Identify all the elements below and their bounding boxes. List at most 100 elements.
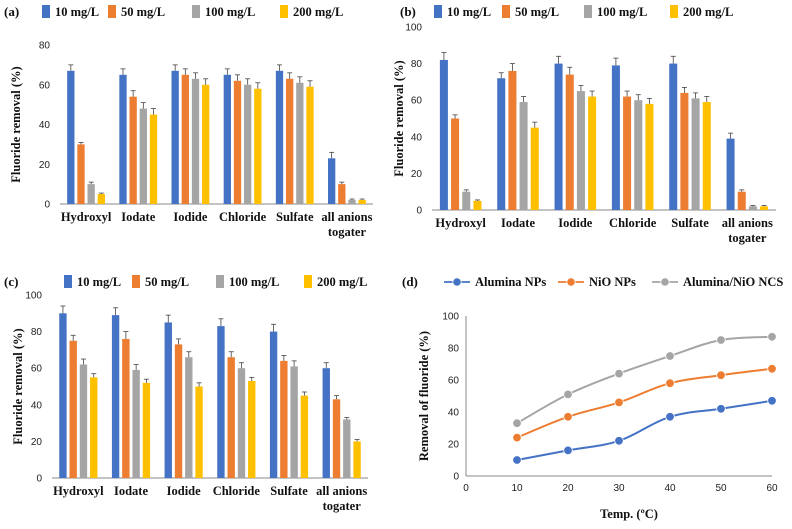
y-tick-label: 80 [448, 344, 460, 355]
bar-100-mg-l-3 [244, 84, 252, 204]
bar-10-mg-l-3 [611, 65, 620, 211]
y-tick-label: 60 [448, 376, 460, 387]
legend-label-1: 50 mg/L [515, 5, 559, 19]
legend-label-2: 100 mg/L [597, 5, 647, 19]
bar-100-mg-l-3 [634, 100, 643, 210]
bar-200-mg-l-1 [149, 114, 158, 204]
bar-10-mg-l-5 [322, 368, 330, 478]
panel-label: (a) [4, 4, 19, 19]
bar-100-mg-l-1 [519, 102, 528, 210]
y-tick-label: 20 [31, 437, 43, 448]
y-tick-label: 60 [31, 364, 43, 375]
x-category-label: Chloride [219, 210, 267, 224]
bar-10-mg-l-3 [223, 74, 231, 204]
legend-swatch-2 [584, 5, 592, 18]
data-point-nio-nps-5 [767, 364, 777, 374]
bar-100-mg-l-2 [191, 78, 200, 204]
y-tick-label: 20 [411, 169, 423, 180]
bar-10-mg-l-5 [328, 158, 336, 204]
bar-10-mg-l-2 [164, 322, 172, 478]
y-tick-label: 80 [31, 327, 43, 338]
bar-50-mg-l-2 [565, 74, 574, 210]
bar-200-mg-l-2 [202, 84, 210, 204]
y-axis-label: Fluoride removal (%) [392, 60, 406, 176]
y-tick-label: 40 [39, 120, 51, 131]
bar-200-mg-l-4 [702, 102, 711, 210]
data-point-nio-nps-3 [665, 378, 675, 388]
y-axis-label: Fluoride removal (%) [11, 328, 25, 444]
bar-200-mg-l-0 [97, 194, 105, 204]
x-tick-label: 0 [463, 483, 469, 494]
bar-10-mg-l-4 [269, 331, 278, 478]
y-tick-label: 0 [416, 206, 422, 217]
x-category-label: Iodate [114, 484, 148, 498]
bar-50-mg-l-1 [508, 70, 517, 210]
bar-100-mg-l-3 [237, 368, 246, 478]
legend-label-0: 10 mg/L [447, 5, 491, 19]
y-tick-label: 100 [442, 312, 459, 323]
bar-200-mg-l-1 [142, 382, 151, 478]
y-tick-label: 100 [25, 291, 42, 302]
bar-10-mg-l-4 [669, 63, 678, 210]
bar-50-mg-l-2 [181, 74, 189, 204]
legend-marker-1 [566, 277, 576, 287]
bar-200-mg-l-3 [254, 88, 262, 204]
y-tick-label: 40 [31, 400, 43, 411]
x-category-label: Iodide [173, 210, 207, 224]
legend-swatch-0 [434, 5, 442, 18]
data-point-alumina-nio-ncs-1 [563, 389, 573, 400]
bar-100-mg-l-2 [576, 91, 585, 210]
legend-swatch-3 [304, 275, 312, 288]
x-category-label: Chloride [213, 484, 261, 498]
x-axis-label: Temp. (ºC) [600, 507, 658, 521]
legend-label-0: 10 mg/L [55, 5, 99, 19]
x-tick-label: 40 [664, 483, 676, 494]
bar-10-mg-l-2 [171, 70, 179, 205]
legend-swatch-3 [670, 5, 678, 18]
series-line-nio-nps [516, 367, 773, 439]
bar-50-mg-l-1 [122, 338, 130, 478]
bar-100-mg-l-1 [139, 108, 147, 204]
legend-label-2: 100 mg/L [229, 275, 279, 289]
bar-50-mg-l-3 [233, 80, 242, 204]
x-category-label: Hydroxyl [53, 484, 104, 498]
y-tick-label: 100 [405, 23, 422, 34]
y-tick-label: 0 [44, 200, 50, 211]
legend-label-2: 100 mg/L [205, 5, 255, 19]
bar-10-mg-l-1 [119, 74, 127, 204]
x-category-label: Sulfate [276, 210, 314, 224]
data-point-nio-nps-4 [716, 370, 726, 380]
panel-d: (d) Alumina NPs NiO NPs Alumina/NiO NCS 0 20 4… [402, 274, 783, 521]
bar-100-mg-l-4 [290, 366, 298, 478]
bar-100-mg-l-0 [87, 184, 95, 204]
y-tick-label: 40 [448, 408, 460, 419]
legend-label-1: 50 mg/L [121, 5, 165, 19]
y-tick-label: 20 [448, 440, 460, 451]
legend-marker-0 [452, 277, 462, 287]
y-tick-label: 0 [36, 474, 42, 485]
bar-50-mg-l-1 [129, 96, 137, 204]
bar-200-mg-l-3 [248, 381, 256, 478]
bar-200-mg-l-0 [90, 377, 98, 478]
panel-c: (c) 10 mg/L 50 mg/L 100 mg/L 200 mg/L 0 20 40 60… [4, 274, 368, 513]
bar-10-mg-l-0 [67, 70, 75, 205]
legend-label-1: NiO NPs [589, 275, 636, 289]
legend-swatch-1 [132, 275, 140, 288]
data-point-nio-nps-2 [614, 397, 624, 408]
y-tick-label: 20 [39, 160, 51, 171]
bar-50-mg-l-5 [332, 399, 341, 478]
bar-50-mg-l-4 [286, 78, 294, 204]
panel-label: (d) [402, 274, 418, 289]
bar-50-mg-l-5 [737, 191, 746, 210]
legend-label-3: 200 mg/L [317, 275, 367, 289]
panel-label: (c) [4, 274, 18, 289]
series-line-alumina-nps [516, 399, 773, 461]
legend-label-0: 10 mg/L [77, 275, 121, 289]
y-tick-label: 80 [39, 41, 51, 52]
bar-50-mg-l-3 [623, 96, 632, 210]
legend-swatch-1 [502, 5, 510, 18]
x-category-label: Chloride [609, 216, 657, 230]
x-category-label: Iodate [501, 216, 535, 230]
x-tick-label: 30 [613, 483, 625, 494]
y-tick-label: 60 [39, 80, 51, 91]
